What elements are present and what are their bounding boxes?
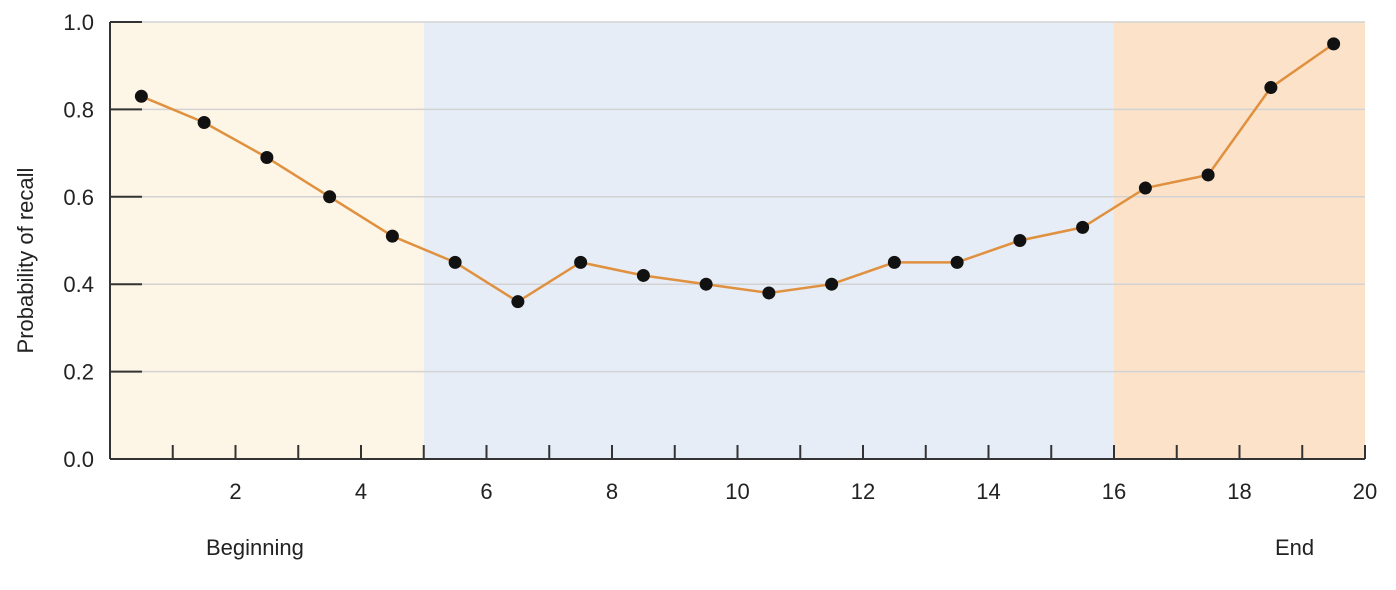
data-point — [1327, 37, 1341, 51]
region-0 — [110, 22, 424, 459]
x-tick-label: 18 — [1227, 479, 1251, 504]
x-tick-label: 2 — [229, 479, 241, 504]
series-layer — [134, 37, 1341, 309]
region-1 — [423, 22, 1114, 459]
data-point — [1013, 234, 1027, 247]
data-point — [636, 268, 650, 282]
region-label-end: End — [1275, 535, 1314, 560]
data-point — [1076, 220, 1090, 234]
data-point — [323, 190, 337, 204]
labels-layer: 0.0 0.2 0.4 0.6 0.8 1.0 2 4 6 8 10 12 14 16 18 20 Beginn… — [63, 10, 1377, 560]
y-tick-label: 0.6 — [63, 185, 94, 210]
data-point — [385, 229, 399, 243]
x-tick-label: 16 — [1102, 479, 1126, 504]
series-line — [140, 42, 1335, 304]
data-point — [762, 286, 776, 300]
x-tick-label: 4 — [355, 479, 367, 504]
x-tick-label: 10 — [725, 479, 749, 504]
region-2 — [1114, 22, 1365, 459]
data-point — [511, 295, 525, 309]
y-tick-label: 0.0 — [63, 447, 94, 472]
y-axis-label: Probability of recall — [13, 168, 38, 354]
axes — [109, 21, 1366, 460]
y-tick-label: 1.0 — [63, 10, 94, 35]
x-tick-label: 20 — [1353, 479, 1377, 504]
data-point — [1138, 181, 1152, 195]
data-point — [260, 150, 274, 164]
data-point — [887, 255, 901, 269]
y-tick-label: 0.8 — [63, 97, 94, 122]
data-point — [950, 255, 964, 269]
background-regions — [110, 22, 1365, 459]
y-tick-label: 0.2 — [63, 360, 94, 385]
x-tick-label: 12 — [851, 479, 875, 504]
gridlines — [110, 21, 1365, 373]
data-point — [1201, 168, 1215, 182]
data-point — [825, 277, 839, 291]
y-tick-label: 0.4 — [63, 272, 94, 297]
data-point — [134, 89, 148, 103]
data-point — [699, 277, 713, 291]
data-point — [1264, 81, 1278, 95]
region-label-beginning: Beginning — [206, 535, 304, 560]
x-tick-label: 8 — [606, 479, 618, 504]
data-point — [574, 255, 588, 269]
x-tick-label: 6 — [480, 479, 492, 504]
x-tick-label: 14 — [976, 479, 1000, 504]
data-point — [448, 255, 462, 269]
data-point — [197, 116, 211, 130]
